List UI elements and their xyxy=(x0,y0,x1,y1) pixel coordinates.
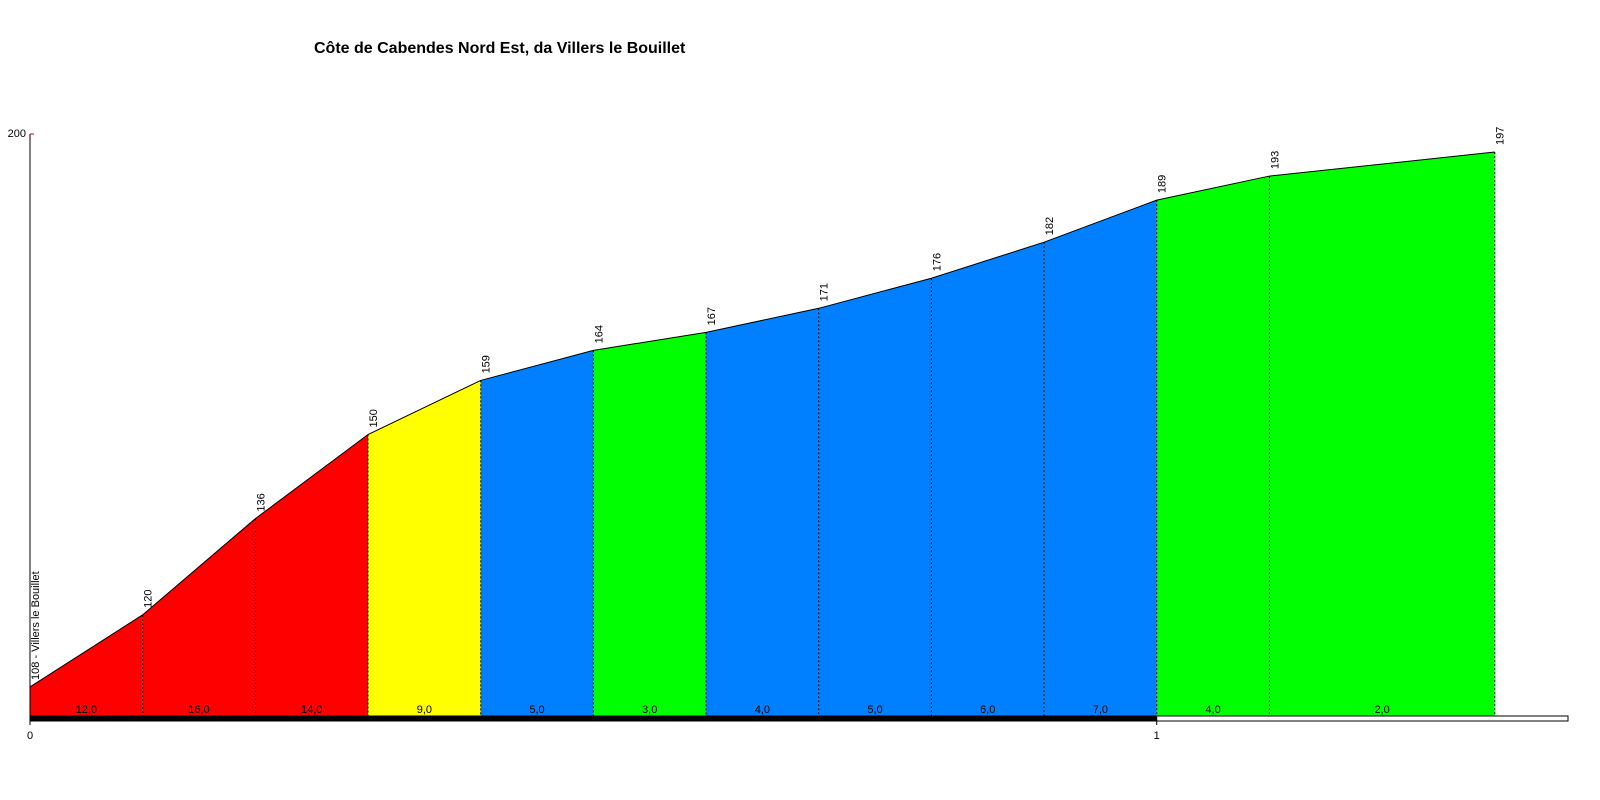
gradient-label: 12,0 xyxy=(76,704,97,716)
segment xyxy=(255,434,369,717)
gradient-label: 2,0 xyxy=(1374,704,1389,716)
segment xyxy=(818,278,932,717)
segment xyxy=(931,242,1045,718)
gradient-label: 4,0 xyxy=(755,704,770,716)
segment xyxy=(368,380,481,717)
segment xyxy=(480,350,594,717)
gradient-label: 14,0 xyxy=(301,704,322,716)
elevation-label: 193 xyxy=(1269,151,1281,169)
segment xyxy=(1044,200,1157,717)
gradient-label: 9,0 xyxy=(417,704,432,716)
elevation-label: 159 xyxy=(481,355,493,373)
y-tick-label: 200 xyxy=(8,128,26,140)
elevation-label: 176 xyxy=(931,253,943,271)
elevation-label: 182 xyxy=(1044,217,1056,235)
elevation-label: 164 xyxy=(593,325,605,343)
x-tick-label: 1 xyxy=(1154,730,1160,742)
gradient-label: 3,0 xyxy=(642,704,657,716)
segment xyxy=(30,614,143,717)
elevation-label: 136 xyxy=(255,493,267,511)
segment xyxy=(593,332,707,717)
elevation-label: 120 xyxy=(143,589,155,607)
km-band xyxy=(30,716,1157,721)
elevation-label: 167 xyxy=(706,307,718,325)
elevation-label: 197 xyxy=(1495,127,1507,145)
profile-line xyxy=(29,151,1495,688)
gradient-label: 5,0 xyxy=(529,704,544,716)
segment xyxy=(706,308,819,717)
elevation-label: 150 xyxy=(368,409,380,427)
gradient-label: 7,0 xyxy=(1093,704,1108,716)
gradient-label: 5,0 xyxy=(867,704,882,716)
gradient-label: 16,0 xyxy=(188,704,209,716)
chart-title: Côte de Cabendes Nord Est, da Villers le… xyxy=(314,40,686,57)
gradient-label: 6,0 xyxy=(980,704,995,716)
elevation-label: 171 xyxy=(819,283,831,301)
segment xyxy=(142,518,256,717)
segment xyxy=(1156,176,1270,718)
gradient-label: 4,0 xyxy=(1205,704,1220,716)
segment xyxy=(1269,152,1495,717)
elevation-label: 108 - Villers le Bouillet xyxy=(30,571,42,680)
x-tick-label: 0 xyxy=(27,730,33,742)
elevation-label: 189 xyxy=(1157,175,1169,193)
